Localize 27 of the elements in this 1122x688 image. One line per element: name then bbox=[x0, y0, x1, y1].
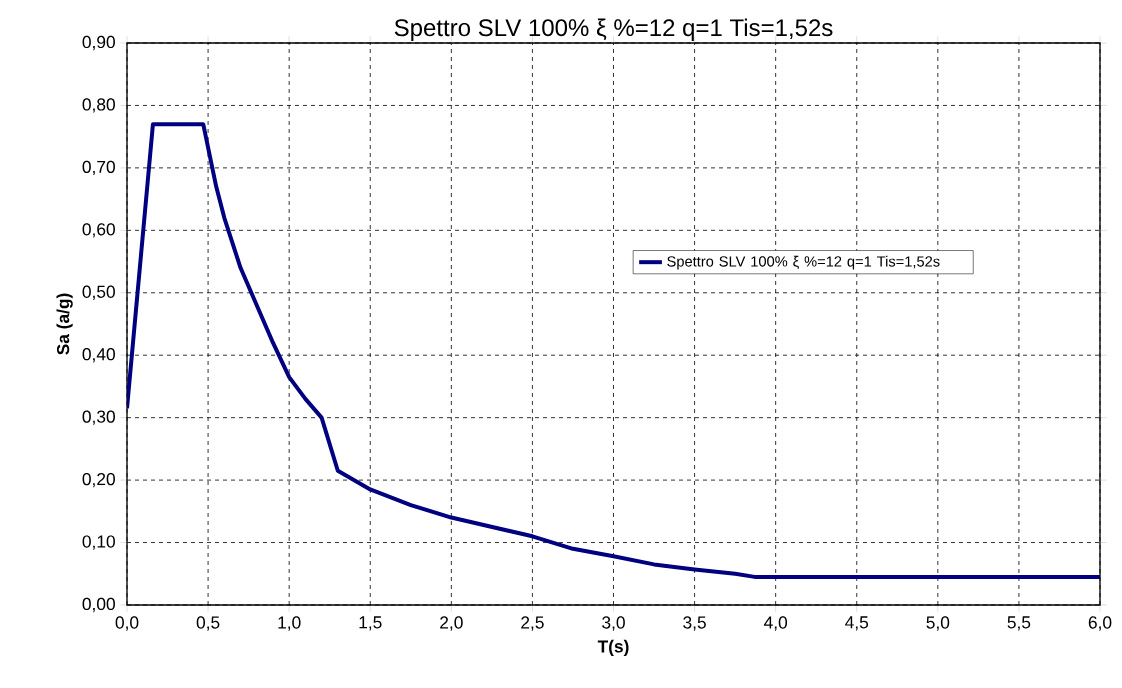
y-tick-label: 0,50 bbox=[82, 285, 115, 300]
y-tick-label: 0,90 bbox=[82, 35, 115, 51]
legend-label: Spettro SLV 100% ξ %=12 q=1 Tis=1,52s bbox=[667, 255, 940, 270]
x-tick-label: 2,0 bbox=[440, 616, 463, 631]
y-tick-label: 0,00 bbox=[82, 597, 115, 613]
x-tick-label: 4,0 bbox=[764, 616, 788, 631]
x-tick-label: 3,5 bbox=[683, 616, 706, 631]
x-tick-label: 5,5 bbox=[1007, 616, 1031, 631]
y-tick-label: 0,70 bbox=[82, 160, 115, 176]
chart-title: Spettro SLV 100% ξ %=12 q=1 Tis=1,52s bbox=[394, 18, 833, 41]
x-tick-label: 6,0 bbox=[1088, 616, 1112, 631]
x-tick-label: 4,5 bbox=[845, 616, 869, 631]
x-tick-label: 1,0 bbox=[278, 616, 301, 631]
x-tick-label: 1,5 bbox=[359, 616, 382, 631]
y-tick-label: 0,60 bbox=[82, 223, 115, 238]
y-tick-label: 0,30 bbox=[82, 410, 115, 425]
x-tick-label: 2,5 bbox=[521, 616, 544, 631]
y-axis-title: Sa (a/g) bbox=[56, 293, 73, 355]
y-tick-label: 0,40 bbox=[82, 348, 115, 363]
x-tick-label: 0,5 bbox=[196, 616, 220, 631]
x-tick-label: 0,0 bbox=[115, 616, 139, 631]
x-tick-label: 5,0 bbox=[926, 616, 950, 631]
x-tick-label: 3,0 bbox=[602, 616, 625, 631]
y-tick-label: 0,80 bbox=[82, 98, 115, 113]
y-tick-label: 0,20 bbox=[82, 472, 115, 488]
y-tick-label: 0,10 bbox=[82, 535, 115, 550]
x-axis-title: T(s) bbox=[597, 639, 629, 656]
